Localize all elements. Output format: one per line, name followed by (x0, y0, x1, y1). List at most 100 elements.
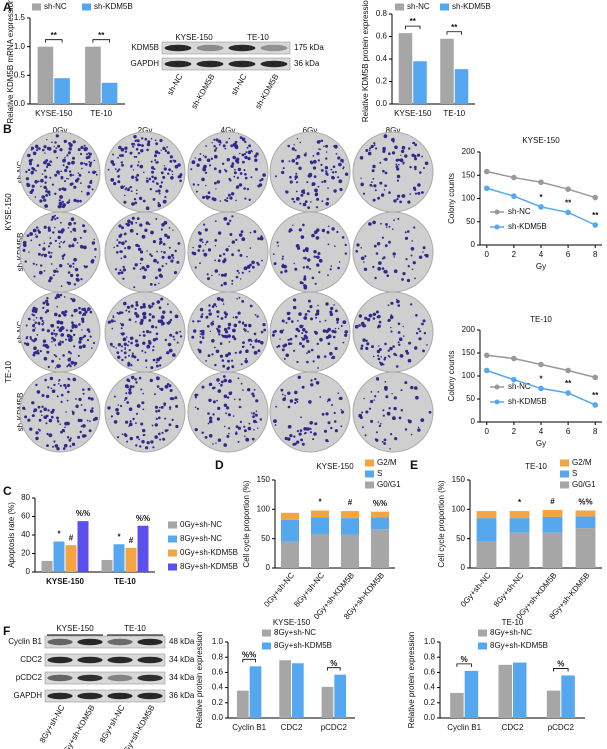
blot-lane: sh-NC (165, 72, 184, 96)
colony (381, 236, 384, 239)
colony (156, 161, 159, 164)
colony (214, 154, 218, 159)
colony (67, 151, 71, 155)
bar (249, 666, 262, 718)
colony (130, 341, 133, 345)
y-tick-label: 0.2 (376, 77, 388, 86)
colony (82, 344, 86, 349)
colony (86, 191, 90, 196)
colony (117, 175, 120, 178)
colony (54, 218, 57, 221)
colony (148, 313, 152, 316)
significance: * (539, 193, 543, 202)
colony (364, 316, 368, 320)
colony (307, 174, 311, 178)
colony (331, 227, 335, 231)
colony (75, 398, 77, 400)
colony (157, 203, 162, 208)
colony (43, 356, 48, 361)
colony (126, 344, 129, 347)
bar (513, 662, 527, 718)
colony (67, 357, 72, 362)
colony (393, 406, 397, 411)
colony (404, 381, 408, 385)
colony (404, 154, 408, 158)
colony (235, 199, 237, 202)
colony (72, 228, 75, 231)
chart-title: TE-10 (530, 315, 552, 324)
colony (64, 310, 68, 314)
colony (395, 158, 399, 162)
colony (171, 173, 174, 176)
colony (62, 203, 66, 207)
colony (157, 201, 160, 205)
legend-marker (494, 209, 500, 215)
colony (207, 325, 210, 328)
colony (56, 364, 61, 368)
colony (138, 438, 141, 441)
colony (335, 153, 338, 155)
colony (400, 409, 403, 412)
colony (325, 144, 329, 148)
colony (174, 314, 179, 319)
colony (35, 436, 39, 441)
colony (167, 255, 172, 260)
colony (259, 236, 264, 241)
x-tick-label: 8 (593, 427, 598, 436)
colony (247, 157, 251, 161)
y-tick-label: 0.0 (424, 713, 436, 722)
colony (204, 228, 208, 232)
bar-segment (311, 517, 329, 534)
colony (304, 247, 309, 251)
colony (299, 342, 302, 346)
colony (74, 267, 79, 272)
colony (251, 260, 255, 265)
colony (280, 388, 284, 392)
colony (118, 234, 122, 238)
bar-segment (371, 511, 389, 518)
colony (211, 142, 213, 144)
y-tick-label: 0.6 (424, 668, 436, 677)
colony (169, 343, 171, 346)
colony (32, 328, 36, 332)
colony (378, 424, 382, 428)
colony (164, 429, 168, 433)
colony (215, 147, 218, 150)
colony (117, 343, 122, 347)
colony (296, 430, 299, 433)
colony (393, 199, 397, 203)
colony (226, 222, 230, 226)
colony (314, 193, 318, 197)
colony (46, 162, 51, 167)
colony (134, 263, 138, 267)
colony (26, 234, 30, 238)
colony (53, 329, 56, 332)
colony (384, 356, 387, 359)
colony (71, 161, 74, 164)
colony (57, 230, 61, 234)
colony (377, 324, 381, 328)
colony (324, 356, 327, 358)
colony (296, 138, 299, 140)
colony (396, 179, 399, 182)
colony (235, 432, 238, 435)
colony (56, 293, 60, 298)
colony (82, 424, 86, 428)
bar-segment (509, 532, 530, 568)
colony (387, 304, 390, 307)
colony (36, 149, 39, 152)
x-tick-label: 4 (539, 250, 544, 259)
colony (142, 305, 146, 309)
colony (213, 346, 216, 349)
colony (79, 430, 82, 434)
colony (50, 218, 54, 221)
legend-label: sh-NC (407, 2, 430, 11)
colony (331, 329, 335, 333)
colony (47, 365, 50, 369)
colony (123, 185, 126, 187)
point (565, 186, 571, 192)
colony (166, 351, 170, 355)
colony (46, 329, 51, 333)
blot-band (260, 60, 288, 68)
colony (29, 336, 32, 339)
